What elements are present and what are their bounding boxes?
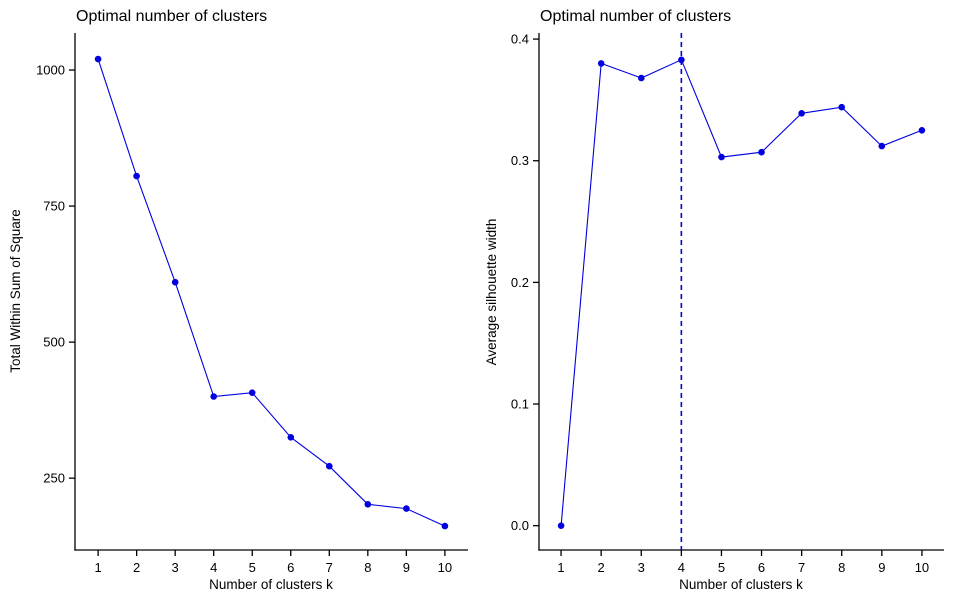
data-point (838, 103, 845, 111)
y-axis-label: Average silhouette width (484, 219, 499, 366)
y-tick-label: 0.0 (511, 518, 529, 533)
x-tick-label: 5 (718, 560, 725, 575)
data-point (557, 522, 565, 529)
data-point (878, 142, 886, 150)
series-line (97, 58, 446, 527)
plot-area: 250 500 750 1000 1 2 3 4 5 6 7 8 9 10 (36, 33, 468, 575)
data-point (94, 55, 102, 63)
x-tick-label: 4 (678, 560, 685, 575)
y-tick-label: 1000 (36, 63, 65, 78)
data-point (133, 172, 140, 180)
elbow-plot: Optimal number of clusters Number of clu… (8, 8, 468, 592)
y-tick-label: 0.4 (511, 32, 529, 47)
data-point (171, 278, 179, 286)
x-tick-label: 7 (798, 560, 805, 575)
x-tick-label: 6 (758, 560, 765, 575)
x-tick-label: 10 (438, 560, 452, 575)
x-tick-label: 3 (172, 560, 179, 575)
data-point (918, 127, 926, 134)
x-tick-label: 3 (638, 560, 645, 575)
series-line (560, 59, 923, 526)
data-point (326, 462, 333, 470)
data-point (758, 148, 765, 156)
data-point (798, 110, 805, 117)
x-tick-label: 2 (133, 560, 140, 575)
y-tick-label: 0.3 (511, 153, 529, 168)
x-tick-label: 9 (878, 560, 885, 575)
x-tick-label: 4 (210, 560, 217, 575)
y-tick-label: 0.2 (511, 275, 529, 290)
x-axis-label: Number of clusters k (679, 577, 803, 592)
x-tick-label: 10 (915, 560, 929, 575)
x-tick-label: 9 (403, 560, 410, 575)
x-tick-label: 1 (95, 560, 102, 575)
y-axis-label: Total Within Sum of Square (8, 209, 23, 373)
x-tick-label: 7 (326, 560, 333, 575)
data-point (597, 60, 605, 67)
data-point (638, 74, 645, 82)
data-point (287, 434, 295, 441)
data-point (210, 393, 217, 400)
y-tick-label: 500 (43, 335, 65, 350)
y-tick-label: 250 (43, 471, 65, 486)
y-tick-label: 750 (43, 199, 65, 214)
x-tick-label: 1 (557, 560, 564, 575)
x-tick-label: 8 (364, 560, 371, 575)
silhouette-plot: Optimal number of clusters Number of clu… (484, 8, 944, 592)
x-tick-label: 6 (287, 560, 294, 575)
data-point (364, 501, 372, 508)
chart-title: Optimal number of clusters (76, 8, 267, 25)
data-point (248, 389, 256, 397)
data-point (678, 56, 685, 64)
data-point (441, 522, 449, 530)
x-tick-label: 5 (249, 560, 256, 575)
x-axis-label: Number of clusters k (209, 577, 333, 592)
x-tick-label: 8 (838, 560, 845, 575)
chart-title: Optimal number of clusters (540, 8, 731, 25)
plot-area: 0.0 0.1 0.2 0.3 0.4 1 2 3 4 5 6 7 8 9 10 (511, 32, 944, 575)
data-point (718, 153, 725, 161)
y-tick-label: 0.1 (511, 397, 529, 412)
x-tick-label: 2 (598, 560, 605, 575)
data-point (403, 505, 410, 512)
